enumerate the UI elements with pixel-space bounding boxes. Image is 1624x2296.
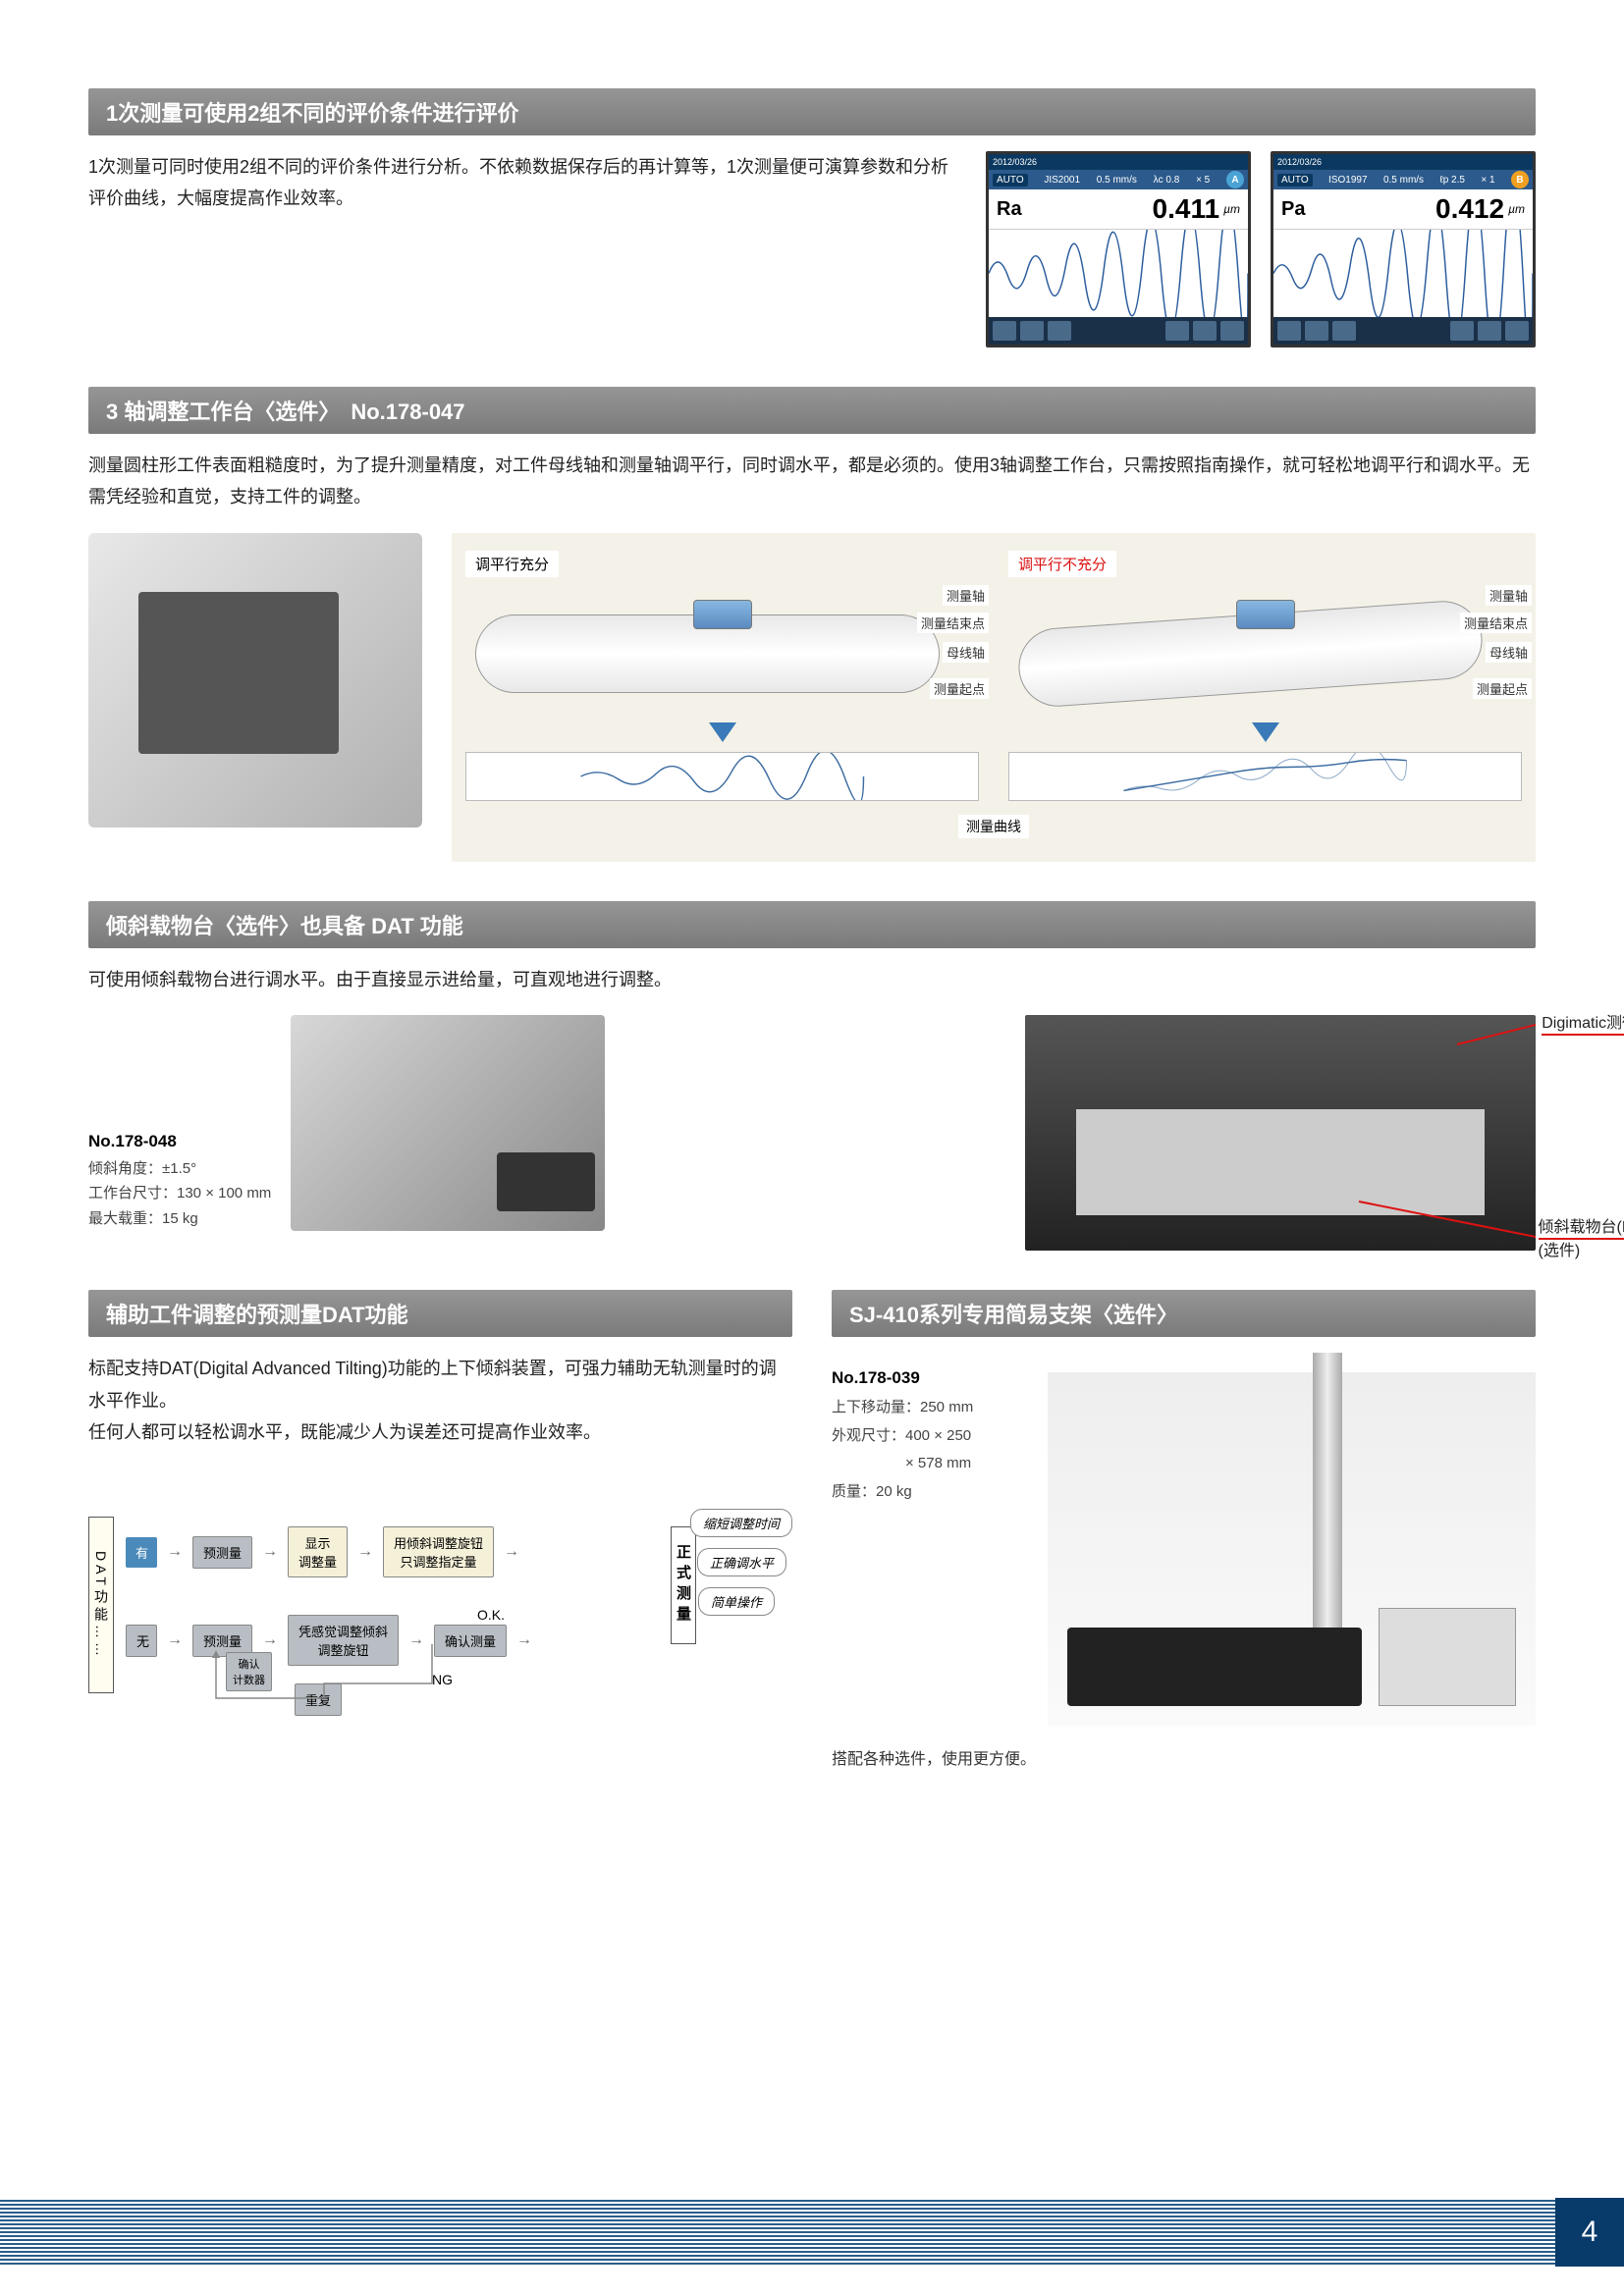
stand-caption: 搭配各种选件，使用更方便。: [832, 1745, 1536, 1769]
flow-left-label: DAT功能……: [88, 1517, 114, 1693]
stand-spec-mass: 质量：20 kg: [832, 1478, 1028, 1507]
lcd-date: 2012/03/26: [1273, 154, 1533, 170]
lcd-value: 0.411: [1036, 193, 1219, 225]
label-startpoint: 测量起点: [930, 678, 989, 699]
diag-bad-title: 调平行不充分: [1008, 551, 1116, 577]
section3-header: 倾斜载物台〈选件〉也具备 DAT 功能: [88, 901, 1536, 948]
callout-digimatic: Digimatic测微头: [1542, 1009, 1624, 1033]
wave-good: [465, 752, 979, 801]
section1-header: 1次测量可使用2组不同的评价条件进行评价: [88, 88, 1536, 135]
label-endpoint: 测量结束点: [1460, 613, 1532, 633]
lcd-cutoff: ℓp 2.5: [1439, 175, 1464, 186]
lcd-screen-b: 2012/03/26 AUTO ISO1997 0.5 mm/s ℓp 2.5 …: [1271, 151, 1536, 347]
footer-decoration: [0, 2198, 1555, 2267]
flow-show: 显示 调整量: [288, 1526, 348, 1577]
label-startpoint: 测量起点: [1473, 678, 1532, 699]
lcd-param: Pa: [1281, 198, 1321, 221]
tilt-spec-angle: 倾斜角度：±1.5°: [88, 1156, 271, 1182]
flow-right-label: 正式测量: [671, 1526, 696, 1644]
flow-bubble1: 缩短调整时间: [690, 1509, 792, 1537]
flow-adj: 用倾斜调整旋钮 只调整指定量: [383, 1526, 494, 1577]
wave-label: 测量曲线: [958, 815, 1029, 838]
flow-tag-no: 无: [126, 1625, 157, 1657]
lcd-auto: AUTO: [993, 174, 1028, 187]
flow-feel: 凭感觉调整倾斜 调整旋钮: [288, 1615, 399, 1666]
label-endpoint: 测量结束点: [917, 613, 989, 633]
dat-flow-diagram: DAT功能…… 正式测量 有 → 预测量 → 显示 调整量 → 用倾斜调整旋钮 …: [88, 1477, 792, 1733]
lcd-unit: µm: [1508, 202, 1525, 216]
lcd-graph: [1273, 229, 1533, 317]
flow-tag-yes: 有: [126, 1537, 157, 1568]
flow-pre1: 预测量: [192, 1536, 252, 1569]
section4-header: 辅助工件调整的预测量DAT功能: [88, 1290, 792, 1337]
section1-text: 1次测量可同时使用2组不同的评价条件进行分析。不依赖数据保存后的再计算等，1次测…: [88, 151, 966, 328]
section2-header: 3 轴调整工作台〈选件〉 No.178-047: [88, 387, 1536, 434]
page-number: 4: [1555, 2198, 1624, 2267]
label-generatrix: 母线轴: [1486, 642, 1532, 663]
section2-text: 测量圆柱形工件表面粗糙度时，为了提升测量精度，对工件母线轴和测量轴调平行，同时调…: [88, 450, 1536, 513]
lcd-mult: × 5: [1196, 175, 1210, 186]
tilt-spec-weight: 最大载重：15 kg: [88, 1206, 271, 1232]
tilt-device-image: [291, 1015, 605, 1231]
arrow-down-icon: [1252, 722, 1279, 742]
cylinder-diagram: 调平行充分 测量轴 测量结束点 母线轴 测量起点: [452, 533, 1536, 862]
lcd-std: ISO1997: [1328, 175, 1367, 186]
flow-bubble3: 简单操作: [698, 1587, 775, 1616]
lcd-unit: µm: [1223, 202, 1240, 216]
flow-repeat: 重复: [295, 1683, 342, 1716]
lcd-param: Ra: [997, 198, 1036, 221]
lcd-graph: [989, 229, 1248, 317]
lcd-value: 0.412: [1321, 193, 1504, 225]
tilt-spec-num: No.178-048: [88, 1128, 271, 1156]
wave-bad: [1008, 752, 1522, 801]
tilt-photo: [1025, 1015, 1536, 1251]
flow-bubble2: 正确调水平: [697, 1548, 786, 1576]
callout-tilt-stage: 倾斜载物台(DAT用) (选件): [1539, 1213, 1624, 1260]
device-3axis-image: [88, 533, 422, 828]
stand-spec-size: 外观尺寸：400 × 250 × 578 mm: [832, 1422, 1028, 1478]
lcd-screen-a: 2012/03/26 AUTO JIS2001 0.5 mm/s λc 0.8 …: [986, 151, 1251, 347]
label-generatrix: 母线轴: [943, 642, 989, 663]
flow-counter: 确认 计数器: [226, 1652, 272, 1691]
label-axis: 测量轴: [943, 585, 989, 606]
lcd-speed: 0.5 mm/s: [1383, 175, 1424, 186]
stand-spec-move: 上下移动量：250 mm: [832, 1394, 1028, 1422]
lcd-cutoff: λc 0.8: [1154, 175, 1180, 186]
diag-good-title: 调平行充分: [465, 551, 559, 577]
arrow-down-icon: [709, 722, 736, 742]
section3-text: 可使用倾斜载物台进行调水平。由于直接显示进给量，可直观地进行调整。: [88, 964, 1536, 995]
label-axis: 测量轴: [1486, 585, 1532, 606]
lcd-std: JIS2001: [1044, 175, 1080, 186]
lcd-speed: 0.5 mm/s: [1097, 175, 1137, 186]
lcd-badge-a: A: [1226, 171, 1244, 188]
stand-spec-num: No.178-039: [832, 1362, 1028, 1394]
flow-confirm: 确认测量: [434, 1625, 507, 1657]
section5-header: SJ-410系列专用简易支架〈选件〉: [832, 1290, 1536, 1337]
lcd-date: 2012/03/26: [989, 154, 1248, 170]
lcd-badge-b: B: [1511, 171, 1529, 188]
stand-photo: [1048, 1372, 1536, 1726]
flow-ng: NG: [432, 1672, 453, 1687]
lcd-auto: AUTO: [1277, 174, 1313, 187]
flow-ok: O.K.: [477, 1607, 505, 1623]
lcd-mult: × 1: [1481, 175, 1494, 186]
section4-text: 标配支持DAT(Digital Advanced Tilting)功能的上下倾斜…: [88, 1353, 792, 1448]
tilt-spec-size: 工作台尺寸：130 × 100 mm: [88, 1181, 271, 1206]
